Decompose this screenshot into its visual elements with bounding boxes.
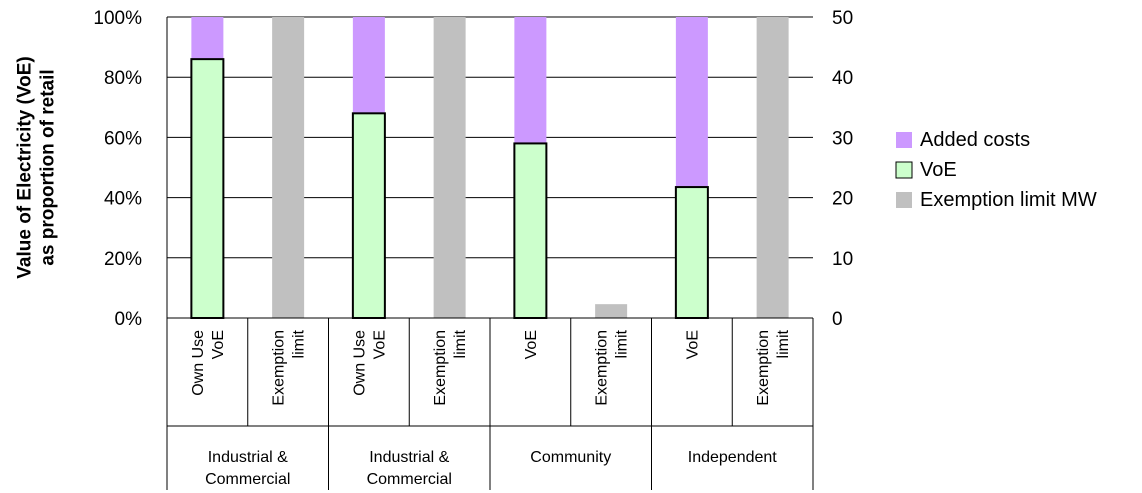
group-label: Industrial & bbox=[208, 449, 288, 466]
legend-label: Exemption limit MW bbox=[920, 189, 1097, 211]
category-label: limit bbox=[452, 329, 469, 358]
right-tick-label: 40 bbox=[832, 68, 853, 89]
left-tick-label: 40% bbox=[104, 189, 142, 210]
bar-added-costs-0 bbox=[191, 17, 224, 60]
legend-swatch bbox=[896, 132, 912, 148]
category-label: Exemption bbox=[594, 330, 611, 406]
group-labels: Industrial & Commercial Industrial & Commer… bbox=[205, 449, 777, 488]
bar-exemption-limit-5 bbox=[595, 304, 628, 318]
category-label: VoE bbox=[684, 330, 701, 359]
legend-item-0: Added costs bbox=[896, 129, 1030, 151]
category-label: VoE bbox=[371, 330, 388, 359]
category-label: Exemption bbox=[432, 330, 449, 406]
legend-label: VoE bbox=[920, 159, 957, 181]
left-tick-label: 20% bbox=[104, 249, 142, 270]
bar-added-costs-2 bbox=[352, 17, 385, 114]
category-label: limit bbox=[775, 329, 792, 358]
bar-exemption-limit-3 bbox=[433, 17, 466, 318]
bar-voe-6 bbox=[674, 186, 709, 319]
category-label: limit bbox=[291, 329, 308, 358]
left-tick-label: 0% bbox=[115, 309, 143, 330]
y-axis-label: Value of Electricity (VoE) as proportion … bbox=[15, 56, 59, 278]
group-label: Independent bbox=[688, 449, 778, 466]
right-tick-label: 50 bbox=[832, 8, 853, 29]
legend-item-2: Exemption limit MW bbox=[896, 189, 1097, 211]
category-label: Own Use bbox=[351, 330, 368, 396]
left-axis-ticks: 0% 20% 40% 60% 80% 100% bbox=[93, 8, 142, 330]
category-label: Exemption bbox=[755, 330, 772, 406]
left-tick-label: 80% bbox=[104, 68, 142, 89]
category-label: VoE bbox=[210, 330, 227, 359]
left-tick-label: 100% bbox=[93, 8, 142, 29]
group-label: Community bbox=[530, 449, 611, 466]
right-tick-label: 20 bbox=[832, 189, 853, 210]
bar-added-costs-4 bbox=[514, 17, 547, 144]
legend-item-1: VoE bbox=[895, 159, 957, 181]
legend-swatch bbox=[896, 192, 912, 208]
bar-voe-0 bbox=[190, 58, 225, 319]
axes bbox=[166, 17, 814, 490]
gridlines bbox=[167, 16, 813, 259]
left-tick-label: 60% bbox=[104, 128, 142, 149]
category-label: VoE bbox=[523, 330, 540, 359]
bars bbox=[190, 17, 789, 319]
right-tick-label: 0 bbox=[832, 309, 843, 330]
right-tick-label: 30 bbox=[832, 128, 853, 149]
group-label: Industrial & bbox=[369, 449, 449, 466]
category-labels: Own Use VoE Exemption limit Own Use VoE Exempt… bbox=[190, 329, 792, 405]
bar-exemption-limit-1 bbox=[272, 17, 305, 318]
bar-added-costs-6 bbox=[675, 17, 708, 188]
category-label: Exemption bbox=[271, 330, 288, 406]
legend-swatch bbox=[895, 161, 913, 179]
legend: Added costs VoE Exemption limit MW bbox=[895, 129, 1097, 211]
group-label: Commercial bbox=[205, 471, 290, 488]
bar-voe-2 bbox=[351, 112, 386, 319]
category-label: Own Use bbox=[190, 330, 207, 396]
bar-voe-4 bbox=[513, 142, 548, 319]
category-label: limit bbox=[614, 329, 631, 358]
group-label: Commercial bbox=[367, 471, 452, 488]
right-tick-label: 10 bbox=[832, 249, 853, 270]
right-axis-ticks: 0 10 20 30 40 50 bbox=[832, 8, 853, 330]
bar-exemption-limit-7 bbox=[756, 17, 789, 318]
legend-label: Added costs bbox=[920, 129, 1030, 151]
y-axis-label-line: Value of Electricity (VoE) bbox=[15, 56, 36, 278]
y-axis-label-line: as proportion of retail bbox=[38, 69, 59, 265]
